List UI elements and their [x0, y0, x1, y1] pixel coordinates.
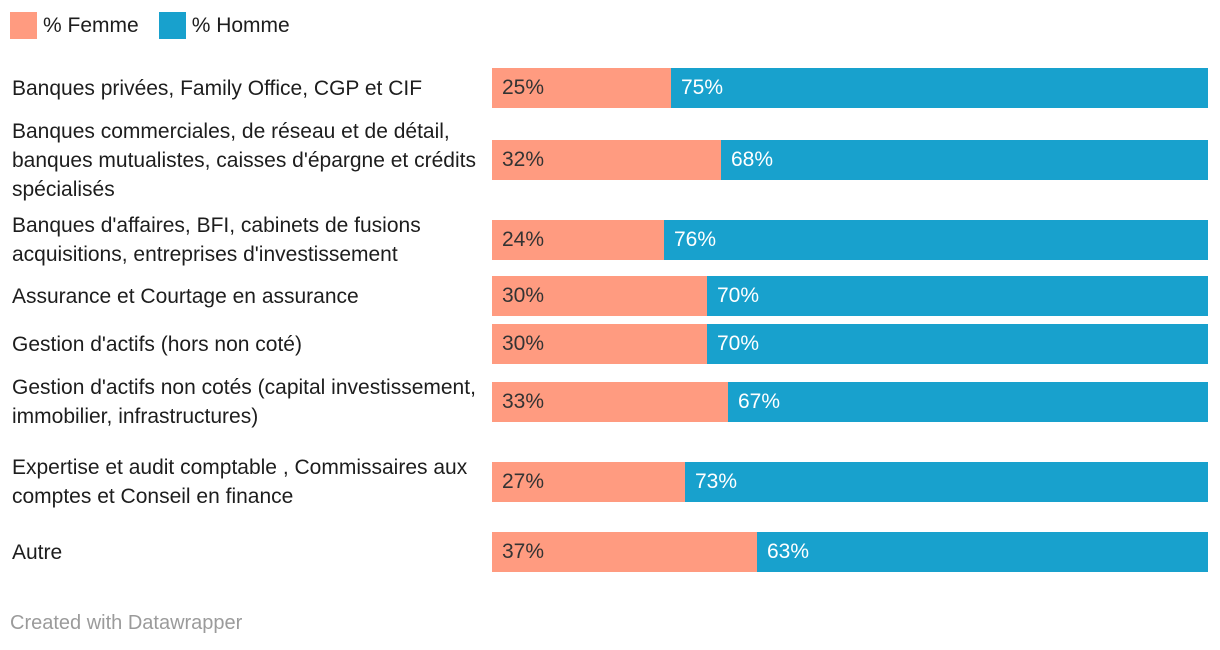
bar-segment-femme — [492, 532, 757, 572]
bar-segment-homme — [707, 324, 1208, 364]
legend-label-homme: % Homme — [191, 13, 290, 37]
category-label: Banques privées, Family Office, CGP et C… — [12, 76, 423, 100]
bar-segment-femme — [492, 68, 671, 108]
category-label: Banques commerciales, de réseau et de dé… — [12, 119, 476, 201]
bar-segment-homme — [721, 140, 1208, 180]
data-label-femme: 32% — [502, 148, 545, 171]
category-label: Banques d'affaires, BFI, cabinets de fus… — [12, 214, 421, 266]
legend-swatch-homme — [158, 12, 186, 39]
data-label-homme: 67% — [738, 390, 781, 413]
bar-segment-homme — [664, 220, 1208, 260]
data-label-homme: 70% — [717, 332, 760, 355]
datawrapper-credit: Created with Datawrapper — [10, 612, 243, 634]
stacked-bar-chart: Banques privées, Family Office, CGP et C… — [12, 68, 1208, 572]
legend-item-femme: % Femme — [10, 12, 139, 39]
category-label: Assurance et Courtage en assurance — [12, 284, 359, 308]
category-label: Gestion d'actifs non cotés (capital inve… — [12, 376, 476, 428]
bar-segment-homme — [728, 382, 1208, 422]
bar-segment-femme — [492, 140, 721, 180]
data-label-homme: 76% — [674, 228, 717, 251]
bar-segment-homme — [671, 68, 1208, 108]
bar-segment-femme — [492, 220, 664, 260]
data-label-homme: 75% — [681, 76, 724, 99]
legend-item-homme: % Homme — [158, 12, 290, 39]
category-label: Autre — [12, 540, 63, 564]
data-label-homme: 68% — [731, 148, 774, 171]
data-label-homme: 63% — [767, 540, 810, 563]
bar-segment-homme — [685, 462, 1208, 502]
data-label-femme: 27% — [502, 470, 545, 493]
data-label-femme: 24% — [502, 228, 545, 251]
data-label-femme: 25% — [502, 76, 545, 99]
bar-segment-femme — [492, 324, 707, 364]
data-label-femme: 37% — [502, 540, 545, 563]
bar-segment-femme — [492, 276, 707, 316]
data-label-femme: 33% — [502, 390, 545, 413]
data-label-homme: 70% — [717, 284, 760, 307]
data-label-femme: 30% — [502, 332, 545, 355]
bar-segment-femme — [492, 462, 685, 502]
legend: % Femme % Homme — [10, 12, 310, 39]
data-label-homme: 73% — [695, 470, 738, 493]
category-label: Expertise et audit comptable , Commissai… — [12, 456, 468, 508]
bar-segment-homme — [707, 276, 1208, 316]
data-label-femme: 30% — [502, 284, 545, 307]
bar-segment-homme — [757, 532, 1208, 572]
legend-swatch-femme — [10, 12, 37, 39]
legend-label-femme: % Femme — [43, 13, 139, 37]
category-label: Gestion d'actifs (hors non coté) — [12, 332, 302, 356]
bar-segment-femme — [492, 382, 728, 422]
